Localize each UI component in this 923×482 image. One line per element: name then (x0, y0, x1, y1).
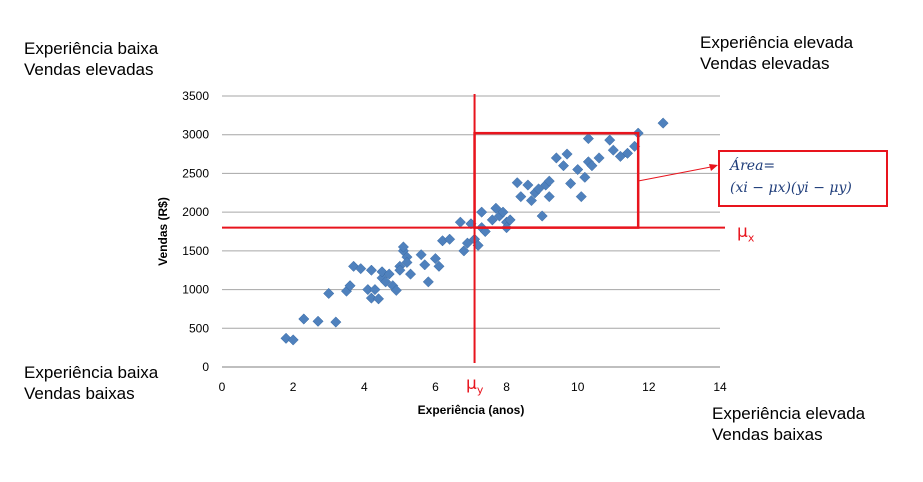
data-point (479, 225, 491, 238)
data-point (572, 164, 584, 176)
x-tick-label: 2 (290, 380, 297, 394)
data-point (525, 194, 538, 207)
data-point (504, 214, 516, 226)
data-point (422, 276, 434, 288)
data-point (365, 264, 377, 276)
data-point (586, 160, 598, 172)
highlight-rectangle (473, 131, 640, 229)
data-point (476, 206, 488, 218)
mean-y-label: μy (466, 374, 484, 397)
quadrant-label-top-right: Experiência elevada Vendas elevadas (700, 33, 854, 73)
data-point (490, 202, 502, 214)
data-point (372, 293, 385, 305)
data-point (355, 263, 367, 275)
y-tick-label: 2500 (182, 166, 209, 180)
data-point (365, 292, 377, 304)
quadrant-label-bottom-left: Experiência baixa Vendas baixas (24, 363, 159, 403)
data-point (565, 177, 577, 190)
x-tick-label: 14 (713, 380, 727, 394)
area-formula-box: Área= (xi − μx)(yi − μy) (718, 150, 888, 207)
data-point (429, 253, 441, 265)
data-point (511, 177, 523, 189)
x-axis-title: Experiência (anos) (418, 403, 525, 417)
formula-title: Área= (730, 158, 776, 174)
data-point (593, 152, 605, 164)
y-tick-label: 3500 (182, 89, 209, 103)
data-point (550, 152, 562, 164)
data-point (454, 216, 466, 228)
data-point (486, 214, 498, 226)
y-tick-label: 1000 (182, 283, 209, 297)
x-tick-label: 4 (361, 380, 368, 394)
data-point (433, 260, 445, 272)
data-point (497, 206, 509, 218)
formula-pointer-arrowhead (709, 164, 718, 171)
data-point (657, 117, 669, 129)
y-tick-label: 3000 (182, 128, 209, 142)
data-point (561, 148, 573, 160)
y-axis-title: Vendas (R$) (156, 197, 170, 266)
data-point (287, 334, 299, 346)
data-point (397, 241, 409, 253)
data-point (419, 259, 431, 271)
data-point (533, 183, 545, 195)
quadrant-label-top-left: Experiência baixa Vendas elevadas (24, 39, 159, 79)
x-tick-label: 0 (219, 380, 226, 394)
y-tick-label: 500 (189, 321, 209, 335)
y-tick-label: 0 (202, 360, 209, 374)
data-point (543, 191, 555, 203)
data-point (383, 268, 395, 280)
x-tick-label: 8 (503, 380, 510, 394)
formula-expression: (xi − μx)(yi − μy) (730, 180, 852, 196)
data-point (543, 175, 555, 187)
data-point (444, 233, 456, 245)
data-point (298, 313, 310, 325)
x-tick-label: 6 (432, 380, 439, 394)
x-tick-label: 10 (571, 380, 585, 394)
formula-pointer-line (638, 165, 717, 182)
data-point (390, 284, 402, 296)
data-point (461, 237, 473, 249)
data-point (607, 144, 619, 156)
mean-x-label: μx (737, 222, 755, 245)
x-tick-label: 12 (642, 380, 656, 394)
data-point (344, 280, 356, 292)
data-point (582, 133, 594, 145)
data-point (312, 315, 324, 327)
data-point (575, 191, 587, 203)
y-tick-label: 2000 (182, 205, 209, 219)
data-point (604, 134, 616, 146)
data-point (515, 191, 527, 203)
data-point (401, 256, 413, 269)
data-point (522, 179, 534, 191)
quadrant-label-bottom-right: Experiência elevada Vendas baixas (712, 404, 866, 444)
data-point (394, 264, 406, 276)
data-point (458, 245, 470, 257)
data-point (369, 284, 381, 296)
data-point (557, 160, 570, 172)
data-point (323, 287, 335, 299)
data-point (579, 171, 591, 183)
data-point (380, 276, 392, 288)
data-point (415, 249, 427, 261)
data-point (280, 332, 292, 344)
data-point (330, 316, 342, 328)
data-point (404, 268, 417, 280)
data-point (621, 147, 634, 159)
y-tick-label: 1500 (182, 244, 209, 258)
data-point (536, 210, 548, 222)
